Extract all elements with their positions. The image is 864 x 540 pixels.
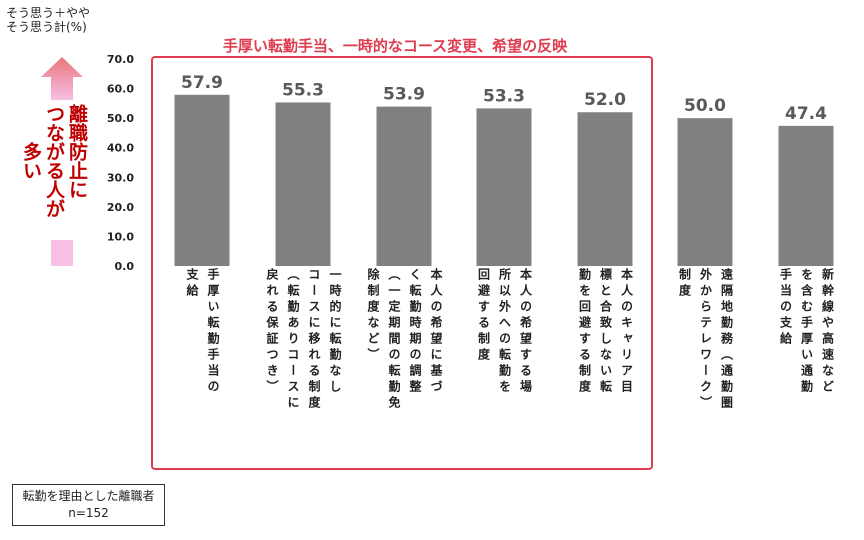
- footnote-line1: 転勤を理由とした離職者: [22, 489, 155, 503]
- y-axis-label: そう思う＋やや そう思う計(%): [6, 6, 90, 34]
- category-label-line: 新幹線や高速など: [820, 268, 835, 396]
- y-tick-label: 20.0: [107, 201, 134, 214]
- callout-col2: つながる人が: [43, 104, 65, 218]
- category-label-line: を含む手厚い通勤: [799, 268, 814, 396]
- category-label-line: 遠隔地勤務（通勤圏: [719, 268, 734, 412]
- category-label-line: 勤を回避する制度: [577, 268, 592, 396]
- category-label-line: 除制度など）: [366, 268, 380, 364]
- highlight-frame: [151, 56, 653, 470]
- y-tick-label: 40.0: [107, 142, 134, 155]
- highlight-title: 手厚い転勤手当、一時的なコース変更、希望の反映: [223, 37, 568, 55]
- category-label-line: 手当の支給: [778, 268, 793, 348]
- data-label: 53.3: [483, 86, 525, 106]
- category-label-line: （一定期間の転勤免: [387, 268, 401, 412]
- bar: [677, 118, 733, 267]
- category-label: 新幹線や高速など を含む手厚い通勤 手当の支給: [775, 268, 838, 396]
- footnote-line2: n=152: [68, 506, 109, 520]
- data-label: 50.0: [684, 96, 726, 116]
- highlight-title-bg: [186, 34, 604, 56]
- y-tick-label: 70.0: [107, 53, 134, 66]
- up-arrow-icon: [41, 57, 83, 100]
- y-tick-label: 50.0: [107, 112, 134, 125]
- category-label-line: 本人の希望に基づ: [429, 268, 443, 396]
- data-label: 53.9: [383, 85, 425, 105]
- callout-col3: 多い: [20, 142, 42, 180]
- bar: [476, 108, 532, 267]
- bar: [275, 102, 331, 266]
- bar: [174, 94, 230, 266]
- y-tick-label: 30.0: [107, 171, 134, 184]
- bar: [376, 106, 432, 266]
- y-tick-label: 10.0: [107, 230, 134, 243]
- category-label-line: 本人の希望する場: [518, 268, 533, 396]
- bar: [778, 125, 834, 267]
- category-label-line: 一時的に転勤なし: [328, 268, 342, 396]
- data-label: 57.9: [181, 73, 223, 93]
- data-label: 47.4: [785, 104, 827, 124]
- y-axis-label-text: そう思う＋やや そう思う計(%): [6, 6, 91, 34]
- arrow-base-square: [51, 240, 73, 266]
- category-label-line: 標と合致しない転: [598, 268, 613, 396]
- category-label-line: 制度: [677, 268, 692, 300]
- category-label-line: 手厚い転勤手当の: [206, 268, 220, 396]
- category-label-line: 戻れる保証つき）: [265, 268, 279, 396]
- bar: [577, 112, 633, 266]
- category-label: 遠隔地勤務（通勤圏 外からテレワーク） 制度: [674, 268, 737, 412]
- footnote-box: 転勤を理由とした離職者 n=152: [12, 484, 165, 526]
- category-label: 本人の希望する場 所以外への転勤を 回避する制度: [473, 268, 536, 396]
- category-label: 手厚い転勤手当の 支給: [181, 268, 223, 396]
- data-label: 55.3: [282, 80, 324, 100]
- data-label: 52.0: [584, 90, 626, 110]
- category-label-line: 回避する制度: [476, 268, 491, 364]
- category-label-line: 外からテレワーク）: [698, 268, 713, 412]
- category-label-line: 本人のキャリア目: [619, 268, 634, 396]
- category-label: 本人の希望に基づ く転勤時期の調整 （一定期間の転勤免 除制度など）: [362, 268, 446, 412]
- category-label-line: く転勤時期の調整: [408, 268, 422, 396]
- y-tick-label: 0.0: [115, 260, 135, 273]
- category-label-line: コースに移れる制度: [307, 268, 321, 412]
- category-label: 一時的に転勤なし コースに移れる制度 （転勤ありコースに 戻れる保証つき）: [261, 268, 345, 412]
- callout-col1: 離職防止に: [66, 104, 88, 199]
- category-label-line: 支給: [185, 268, 199, 300]
- category-label-line: 所以外への転勤を: [497, 268, 512, 396]
- category-label-line: （転勤ありコースに: [286, 268, 300, 412]
- y-tick-label: 60.0: [107, 83, 134, 96]
- category-label: 本人のキャリア目 標と合致しない転 勤を回避する制度: [574, 268, 637, 396]
